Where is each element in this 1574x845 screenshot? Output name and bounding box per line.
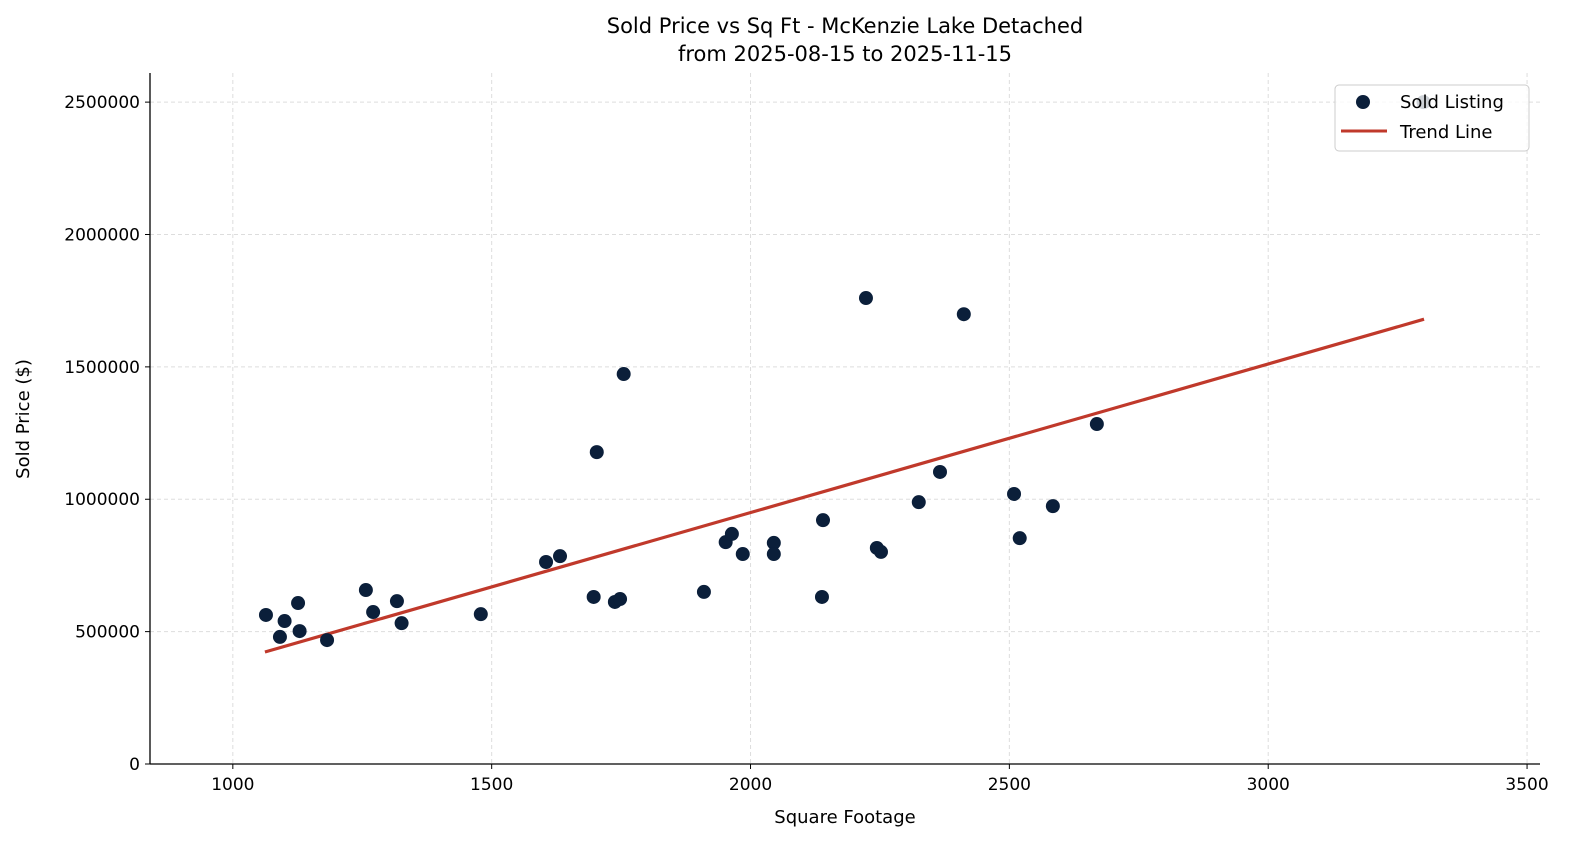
- data-point: [858, 291, 873, 306]
- x-tick-label: 2000: [729, 775, 772, 795]
- chart-title: Sold Price vs Sq Ft - McKenzie Lake Deta…: [607, 14, 1084, 38]
- y-tick-label: 2500000: [64, 93, 140, 113]
- data-point: [272, 629, 287, 644]
- data-point: [258, 607, 273, 622]
- chart-subtitle: from 2025-08-15 to 2025-11-15: [678, 42, 1012, 66]
- legend: Sold Listing Trend Line: [1334, 84, 1530, 152]
- trend-line: [264, 317, 1425, 654]
- data-point: [394, 616, 409, 631]
- data-point: [1089, 417, 1104, 432]
- legend-label-trend-line: Trend Line: [1399, 122, 1493, 143]
- x-tick-label: 3000: [1247, 775, 1290, 795]
- data-point: [613, 592, 628, 607]
- data-point: [815, 513, 830, 528]
- data-point: [589, 445, 604, 460]
- data-point: [1045, 499, 1060, 514]
- data-point: [586, 589, 601, 604]
- data-point: [553, 549, 568, 564]
- x-tick-label: 3500: [1505, 775, 1548, 795]
- points-group: [258, 95, 1431, 648]
- y-tick-label: 1500000: [64, 358, 140, 378]
- x-ticks: 1000 1500 2000 2500 3000 3500: [211, 764, 1549, 795]
- data-point: [766, 535, 781, 550]
- y-tick-label: 1000000: [64, 490, 140, 510]
- y-tick-label: 500000: [75, 623, 140, 643]
- data-point: [735, 547, 750, 562]
- grid: [150, 73, 1540, 765]
- legend-marker-sold-listing: [1356, 95, 1370, 109]
- y-ticks: 0 500000 1000000 1500000 2000000 2500000: [64, 93, 150, 775]
- data-point: [291, 596, 306, 611]
- data-point: [616, 367, 631, 382]
- x-tick-label: 1500: [470, 775, 513, 795]
- y-tick-label: 0: [129, 755, 140, 775]
- y-tick-label: 2000000: [64, 225, 140, 245]
- data-point: [1007, 486, 1022, 501]
- data-point: [814, 589, 829, 604]
- data-point: [696, 584, 711, 599]
- data-point: [358, 583, 373, 598]
- data-point: [277, 614, 292, 629]
- legend-label-sold-listing: Sold Listing: [1400, 92, 1504, 113]
- data-point: [320, 633, 335, 648]
- trend-line-group: [264, 317, 1425, 654]
- data-point: [873, 544, 888, 559]
- data-point: [389, 594, 404, 609]
- data-point: [366, 605, 381, 620]
- data-point: [766, 547, 781, 562]
- y-axis-label: Sold Price ($): [13, 359, 34, 479]
- data-point: [539, 554, 554, 569]
- data-point: [932, 464, 947, 479]
- data-point: [911, 495, 926, 510]
- x-tick-label: 2500: [988, 775, 1031, 795]
- data-point: [956, 307, 971, 322]
- x-axis-label: Square Footage: [774, 807, 915, 828]
- data-point: [473, 607, 488, 622]
- data-point: [292, 624, 307, 639]
- data-point: [1012, 531, 1027, 546]
- data-point: [724, 526, 739, 541]
- x-tick-label: 1000: [211, 775, 254, 795]
- legend-frame: [1334, 84, 1530, 152]
